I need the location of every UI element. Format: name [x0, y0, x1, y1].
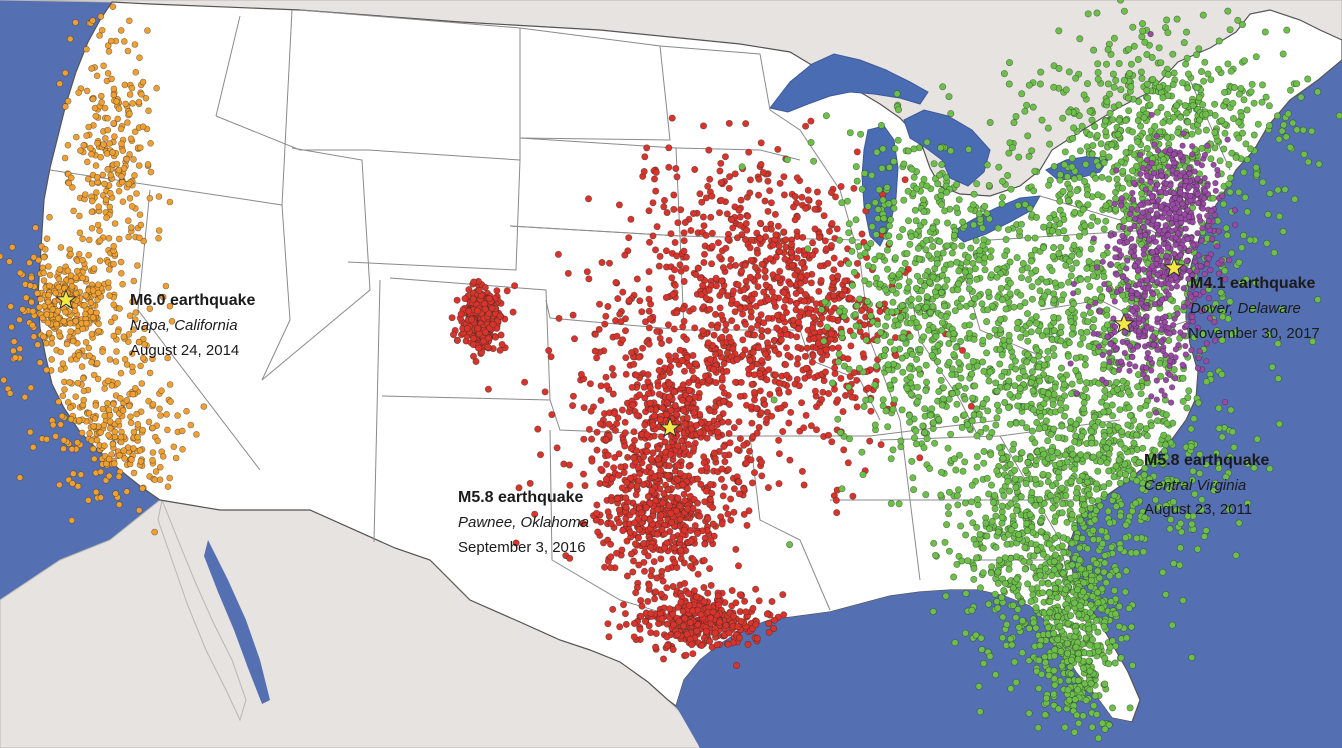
event-date: November 30, 2017	[1188, 325, 1320, 342]
event-place: Dover, Delaware	[1190, 300, 1301, 317]
label-dover: M4.1 earthquake Dover, Delaware November…	[1188, 275, 1320, 342]
event-date: August 24, 2014	[130, 342, 239, 359]
event-date: September 3, 2016	[458, 539, 586, 556]
lake-superior	[769, 53, 929, 113]
star-icon	[55, 288, 77, 310]
star-icon	[1113, 312, 1135, 334]
event-place: Napa, California	[130, 317, 238, 334]
star-icon	[659, 416, 681, 438]
label-virginia: M5.8 earthquake Central Virginia August …	[1144, 452, 1269, 518]
event-magnitude: M5.8 earthquake	[1144, 452, 1269, 469]
felt-reports-central-us	[448, 114, 975, 669]
star-icon	[1163, 256, 1185, 278]
epicenter-star-napa	[55, 288, 77, 310]
felt-reports-california	[0, 3, 208, 536]
gulf-of-california	[204, 540, 270, 704]
gulf-of-mexico	[676, 590, 1140, 748]
epicenter-star-virginia	[1113, 312, 1135, 334]
event-magnitude: M6.0 earthquake	[130, 292, 255, 309]
label-pawnee: M5.8 earthquake Pawnee, Oklahoma Septemb…	[458, 489, 589, 556]
event-date: August 23, 2011	[1144, 501, 1252, 518]
event-place: Central Virginia	[1144, 477, 1246, 494]
felt-reports-mid-atlantic	[1067, 30, 1239, 416]
event-magnitude: M4.1 earthquake	[1190, 275, 1315, 292]
label-napa: M6.0 earthquake Napa, California August …	[130, 292, 255, 359]
event-place: Pawnee, Oklahoma	[458, 514, 589, 531]
epicenter-star-dover	[1163, 256, 1185, 278]
epicenter-star-pawnee	[659, 416, 681, 438]
event-magnitude: M5.8 earthquake	[458, 489, 583, 506]
baja-peninsula	[157, 498, 247, 722]
